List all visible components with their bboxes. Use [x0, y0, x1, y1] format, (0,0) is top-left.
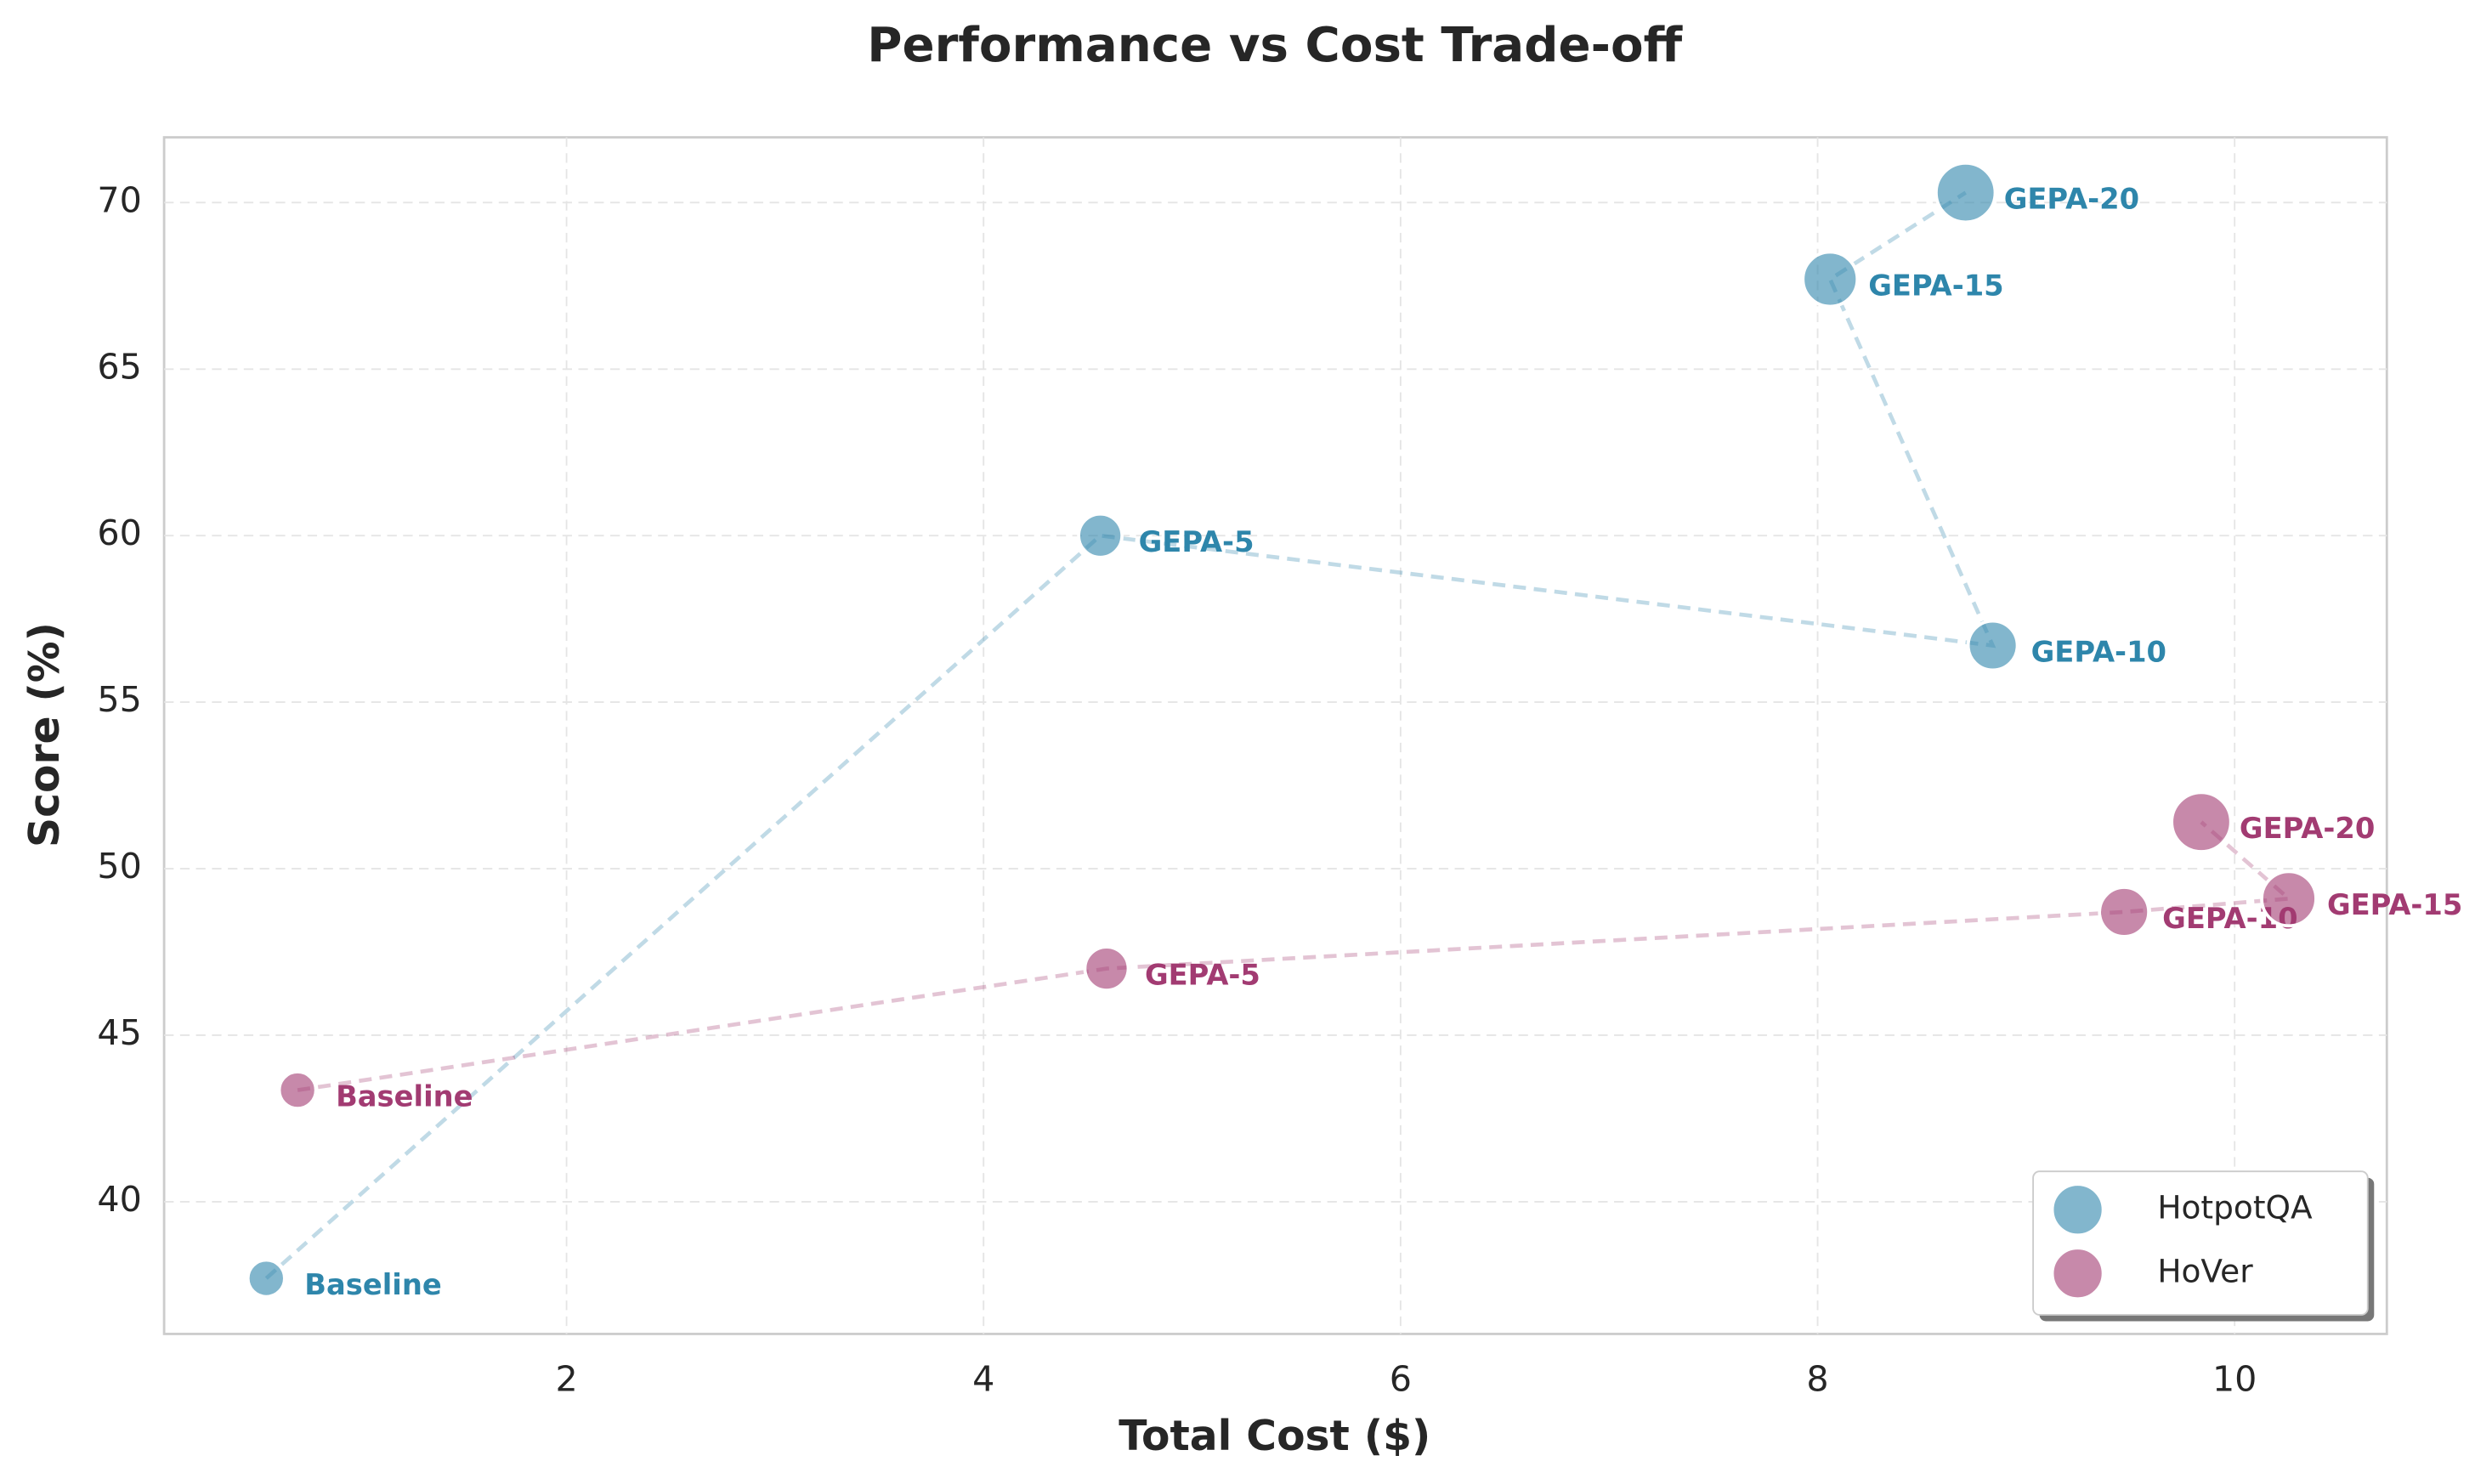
point: [1966, 619, 2019, 672]
point-label: GEPA-15: [2327, 888, 2462, 921]
point-label: Baseline: [336, 1079, 473, 1113]
x-tick-label: 8: [1806, 1359, 1828, 1400]
legend-marker: [2050, 1246, 2105, 1301]
series-line: [297, 820, 2294, 1092]
legend-marker: [2050, 1182, 2105, 1238]
point: [246, 1258, 286, 1299]
x-tick-label: 2: [555, 1359, 577, 1400]
point: [1077, 512, 1124, 559]
y-tick-label: 70: [97, 179, 141, 220]
plot-area: [162, 136, 2388, 1335]
y-tick-label: 60: [97, 513, 141, 553]
x-axis-label: Total Cost ($): [1119, 1413, 1430, 1460]
x-tick-label: 10: [2212, 1359, 2257, 1400]
x-tick-label: 4: [972, 1359, 994, 1400]
x-tick-label: 6: [1390, 1359, 1412, 1400]
point-label: Baseline: [304, 1268, 441, 1301]
y-tick-label: 55: [97, 679, 141, 720]
legend-label: HotpotQA: [2157, 1189, 2313, 1226]
point-label: GEPA-5: [1139, 525, 1254, 558]
y-tick-label: 50: [97, 846, 141, 886]
point-label: GEPA-20: [2004, 182, 2139, 215]
chart-title: Performance vs Cost Trade-off: [867, 18, 1683, 73]
point: [1083, 945, 1130, 992]
point: [2260, 869, 2318, 928]
legend-label: HoVer: [2157, 1253, 2253, 1290]
point: [2098, 886, 2150, 938]
point: [1801, 250, 1860, 309]
y-tick-label: 40: [97, 1179, 141, 1220]
y-tick-label: 45: [97, 1012, 141, 1053]
point-label: GEPA-5: [1145, 958, 1260, 991]
legend-box: [2032, 1170, 2369, 1316]
point-label: GEPA-10: [2031, 635, 2166, 668]
point: [2170, 790, 2233, 853]
y-axis-label: Score (%): [21, 622, 69, 847]
point: [1934, 161, 1997, 224]
point-label: GEPA-15: [1868, 269, 2003, 302]
point: [277, 1070, 318, 1111]
point-label: GEPA-20: [2240, 812, 2375, 845]
y-tick-label: 65: [97, 346, 141, 387]
